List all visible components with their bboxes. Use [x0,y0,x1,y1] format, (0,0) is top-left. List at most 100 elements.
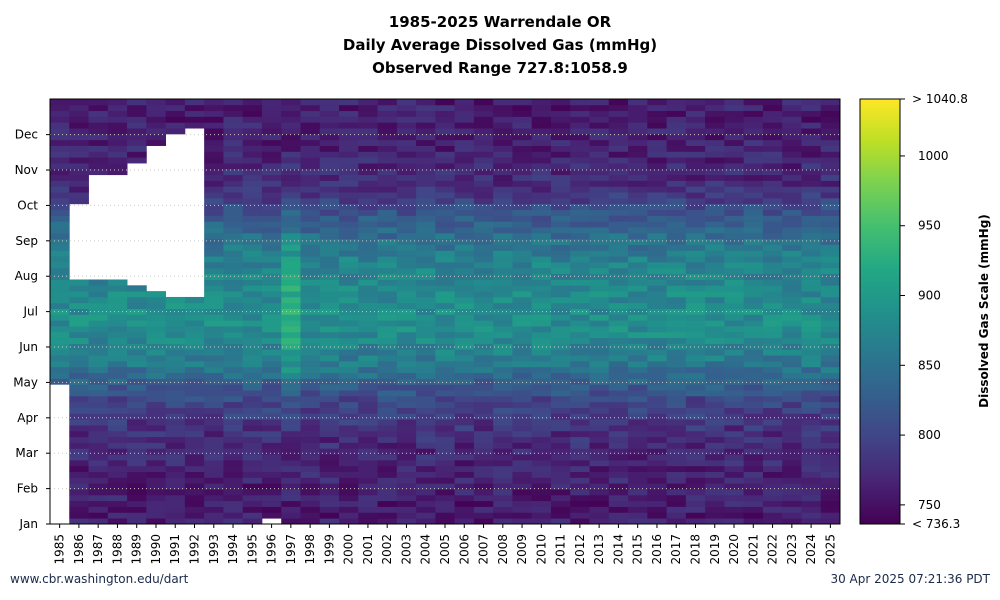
heatmap-cell [762,279,783,286]
heatmap-cell [820,285,841,292]
heatmap-cell [531,262,552,269]
heatmap-cell [512,285,533,292]
heatmap-cell [242,360,263,368]
heatmap-cell [801,459,822,467]
heatmap-cell [473,314,494,321]
heatmap-cell [358,180,378,187]
heatmap-cell [319,395,340,403]
heatmap-cell [358,104,378,112]
heatmap-cell [493,483,513,490]
heatmap-cell [184,401,205,408]
heatmap-cell [705,122,725,129]
heatmap-cell [589,372,610,379]
heatmap-cell [608,122,629,129]
heatmap-cell [204,99,224,106]
heatmap-cell [377,454,398,461]
heatmap-cell [165,355,186,362]
heatmap-cell [512,448,533,455]
heatmap-cell [339,430,359,438]
heatmap-cell [416,360,436,368]
heatmap-cell [339,197,359,205]
heatmap-cell [570,326,590,333]
heatmap-cell [743,256,764,263]
heatmap-cell [242,291,263,298]
heatmap-cell [146,378,167,385]
heatmap-cell [261,471,282,478]
heatmap-cell [782,163,802,170]
heatmap-cell [685,489,706,496]
heatmap-cell [204,343,224,350]
heatmap-cell [705,349,725,356]
heatmap-cell [550,454,571,461]
heatmap-cell [762,203,783,211]
heatmap-cell [300,122,321,129]
heatmap-cell [531,448,552,455]
heatmap-cell [358,279,378,286]
heatmap-cell [339,349,359,356]
heatmap-cell [801,192,822,199]
heatmap-cell [435,308,456,315]
heatmap-cell [685,128,706,135]
heatmap-cell [454,430,475,438]
heatmap-cell [647,512,667,519]
heatmap-cell [724,489,745,496]
heatmap-cell [69,384,89,391]
heatmap-cell [531,215,552,222]
heatmap-cell [512,326,533,333]
heatmap-cell [589,506,610,513]
heatmap-cell [204,209,224,216]
heatmap-cell [512,465,533,472]
heatmap-cell [319,168,340,176]
heatmap-cell [300,227,321,234]
heatmap-cell [242,163,263,170]
heatmap-cell [493,494,513,502]
footer-source-link[interactable]: www.cbr.washington.edu/dart [10,572,189,586]
heatmap-cell [762,355,783,362]
heatmap-cell [127,425,147,432]
heatmap-cell [88,320,109,327]
heatmap-cell [647,262,667,269]
heatmap-cell [589,291,610,298]
heatmap-cell [724,430,745,438]
heatmap-cell [550,471,571,478]
heatmap-cell [531,331,552,339]
heatmap-cell [165,436,186,443]
heatmap-cell [550,465,571,472]
heatmap-cell [589,366,610,374]
heatmap-cell [261,180,282,187]
heatmap-cell [435,250,456,257]
heatmap-cell [589,244,610,251]
heatmap-cell [647,489,667,496]
heatmap-cell [647,128,667,135]
heatmap-cell [300,326,321,333]
heatmap-cell [762,331,783,339]
heatmap-cell [493,145,513,152]
heatmap-cell [165,122,186,129]
heatmap-cell [435,483,456,490]
colorbar-tick-label: 950 [918,219,941,233]
heatmap-cell [204,273,224,280]
heatmap-cell [319,192,340,199]
heatmap-cell [493,296,513,304]
heatmap-cell [435,459,456,467]
heatmap-cell [705,128,725,135]
heatmap-cell [705,256,725,263]
heatmap-cell [319,209,340,216]
heatmap-cell [762,296,783,304]
heatmap-cell [762,174,783,181]
heatmap-cell [281,477,301,484]
heatmap-cell [377,168,398,176]
heatmap-cell [300,99,321,106]
heatmap-cell [261,512,282,519]
heatmap-cell [223,262,244,269]
heatmap-cell [512,500,533,507]
heatmap-cell [628,378,648,385]
heatmap-cell [473,320,494,327]
heatmap-cell [647,209,667,216]
heatmap-cell [570,494,590,502]
heatmap-cell [724,326,745,333]
heatmap-cell [281,372,301,379]
heatmap-cell [685,174,706,181]
heatmap-cell [531,151,552,158]
heatmap-cell [608,331,629,339]
